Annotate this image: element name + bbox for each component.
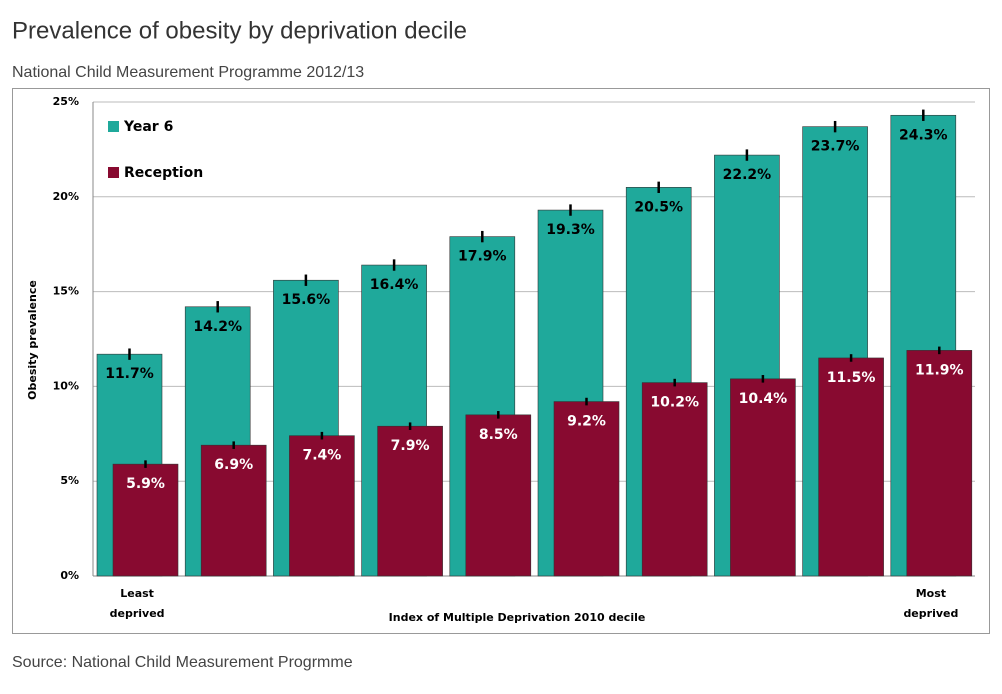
value-label: 23.7%	[811, 139, 860, 155]
value-label: 5.9%	[126, 476, 165, 492]
bar	[906, 350, 973, 577]
y-axis-label: Obesity prevalence	[26, 280, 39, 400]
chart-title: Prevalence of obesity by deprivation dec…	[12, 17, 467, 44]
bar	[553, 401, 620, 577]
value-label: 11.5%	[827, 370, 876, 386]
value-label: 10.2%	[650, 395, 699, 411]
bar	[818, 357, 884, 577]
value-label: 16.4%	[370, 277, 419, 293]
x-tick-label: Least deprived	[110, 587, 165, 620]
bar	[112, 463, 179, 577]
value-label: 6.9%	[214, 457, 253, 473]
x-tick-label: Most deprived	[903, 587, 958, 620]
chart-subtitle: National Child Measurement Programme 201…	[12, 64, 364, 81]
bar	[200, 444, 267, 577]
legend-label: Reception	[124, 165, 203, 181]
value-label: 15.6%	[282, 292, 331, 308]
value-label: 22.2%	[723, 167, 772, 183]
y-tick-label: 20%	[53, 190, 79, 203]
value-label: 8.5%	[479, 427, 518, 443]
value-label: 9.2%	[567, 414, 606, 430]
source-note: Source: National Child Measurement Progr…	[12, 654, 353, 671]
value-label: 10.4%	[739, 391, 788, 407]
value-label: 7.9%	[391, 438, 430, 454]
bar	[289, 435, 355, 577]
value-label: 19.3%	[546, 222, 595, 238]
value-label: 14.2%	[193, 319, 242, 335]
value-label: 20.5%	[634, 199, 683, 215]
y-tick-label: 15%	[53, 285, 79, 298]
legend-swatch	[108, 167, 119, 178]
value-label: 7.4%	[302, 448, 341, 464]
bar	[377, 425, 443, 577]
y-tick-label: 10%	[53, 379, 79, 392]
legend-label: Year 6	[123, 119, 173, 135]
bar	[730, 378, 796, 577]
value-label: 17.9%	[458, 249, 507, 265]
y-tick-label: 0%	[60, 569, 79, 582]
value-label: 11.9%	[915, 362, 964, 378]
y-tick-label: 5%	[60, 474, 79, 487]
bar	[641, 382, 708, 577]
bar	[465, 414, 532, 577]
value-label: 11.7%	[105, 366, 154, 382]
value-label: 24.3%	[899, 127, 948, 143]
legend-swatch	[108, 121, 119, 132]
x-axis-label: Index of Multiple Deprivation 2010 decil…	[389, 611, 646, 624]
y-tick-label: 25%	[53, 95, 79, 108]
